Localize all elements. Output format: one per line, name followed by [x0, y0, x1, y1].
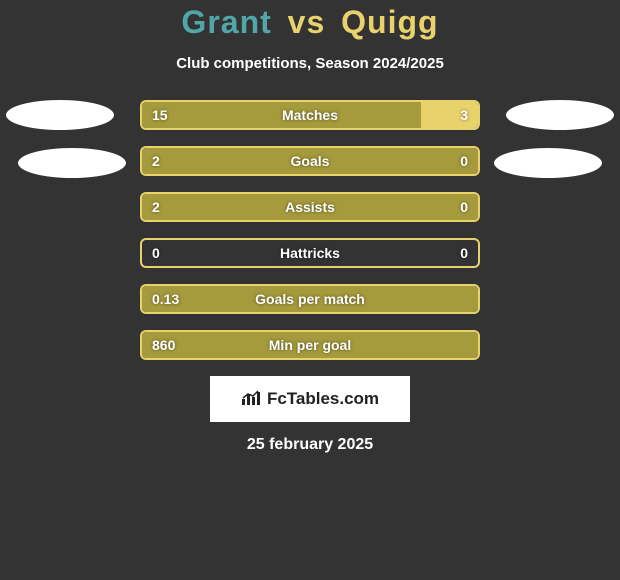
stat-rows: 15 Matches 3 2 Goals 0 2 Assists 0 0 Hattricks 0 0.1…: [140, 100, 480, 360]
stat-value-left: 15: [152, 107, 168, 123]
player1-oval-2: [18, 148, 126, 178]
bar-right: [421, 102, 478, 128]
comparison-card: Grant vs Quigg Club competitions, Season…: [0, 0, 620, 580]
stat-label: Assists: [285, 199, 335, 215]
stat-value-left: 2: [152, 199, 160, 215]
title: Grant vs Quigg: [0, 4, 620, 41]
stat-label: Matches: [282, 107, 338, 123]
player2-name: Quigg: [341, 4, 438, 40]
stats-area: 15 Matches 3 2 Goals 0 2 Assists 0 0 Hattricks 0 0.1…: [0, 100, 620, 360]
player1-oval-1: [6, 100, 114, 130]
stat-value-left: 860: [152, 337, 175, 353]
stat-label: Goals: [291, 153, 330, 169]
stat-value-right: 0: [460, 199, 468, 215]
stat-row: 0 Hattricks 0: [140, 238, 480, 268]
logo: FcTables.com: [210, 376, 410, 422]
stat-row: 0.13 Goals per match: [140, 284, 480, 314]
chart-icon: [241, 390, 261, 409]
vs-text: vs: [288, 4, 326, 40]
stat-value-right: 0: [460, 153, 468, 169]
stat-row: 15 Matches 3: [140, 100, 480, 130]
player1-name: Grant: [181, 4, 271, 40]
stat-label: Goals per match: [255, 291, 365, 307]
stat-value-left: 2: [152, 153, 160, 169]
logo-text: FcTables.com: [267, 389, 379, 409]
stat-label: Min per goal: [269, 337, 351, 353]
stat-row: 2 Goals 0: [140, 146, 480, 176]
stat-label: Hattricks: [280, 245, 340, 261]
subtitle: Club competitions, Season 2024/2025: [0, 55, 620, 72]
stat-value-left: 0.13: [152, 291, 179, 307]
date: 25 february 2025: [0, 436, 620, 454]
player2-oval-1: [506, 100, 614, 130]
stat-row: 2 Assists 0: [140, 192, 480, 222]
stat-value-right: 0: [460, 245, 468, 261]
stat-row: 860 Min per goal: [140, 330, 480, 360]
stat-value-left: 0: [152, 245, 160, 261]
stat-value-right: 3: [460, 107, 468, 123]
player2-oval-2: [494, 148, 602, 178]
